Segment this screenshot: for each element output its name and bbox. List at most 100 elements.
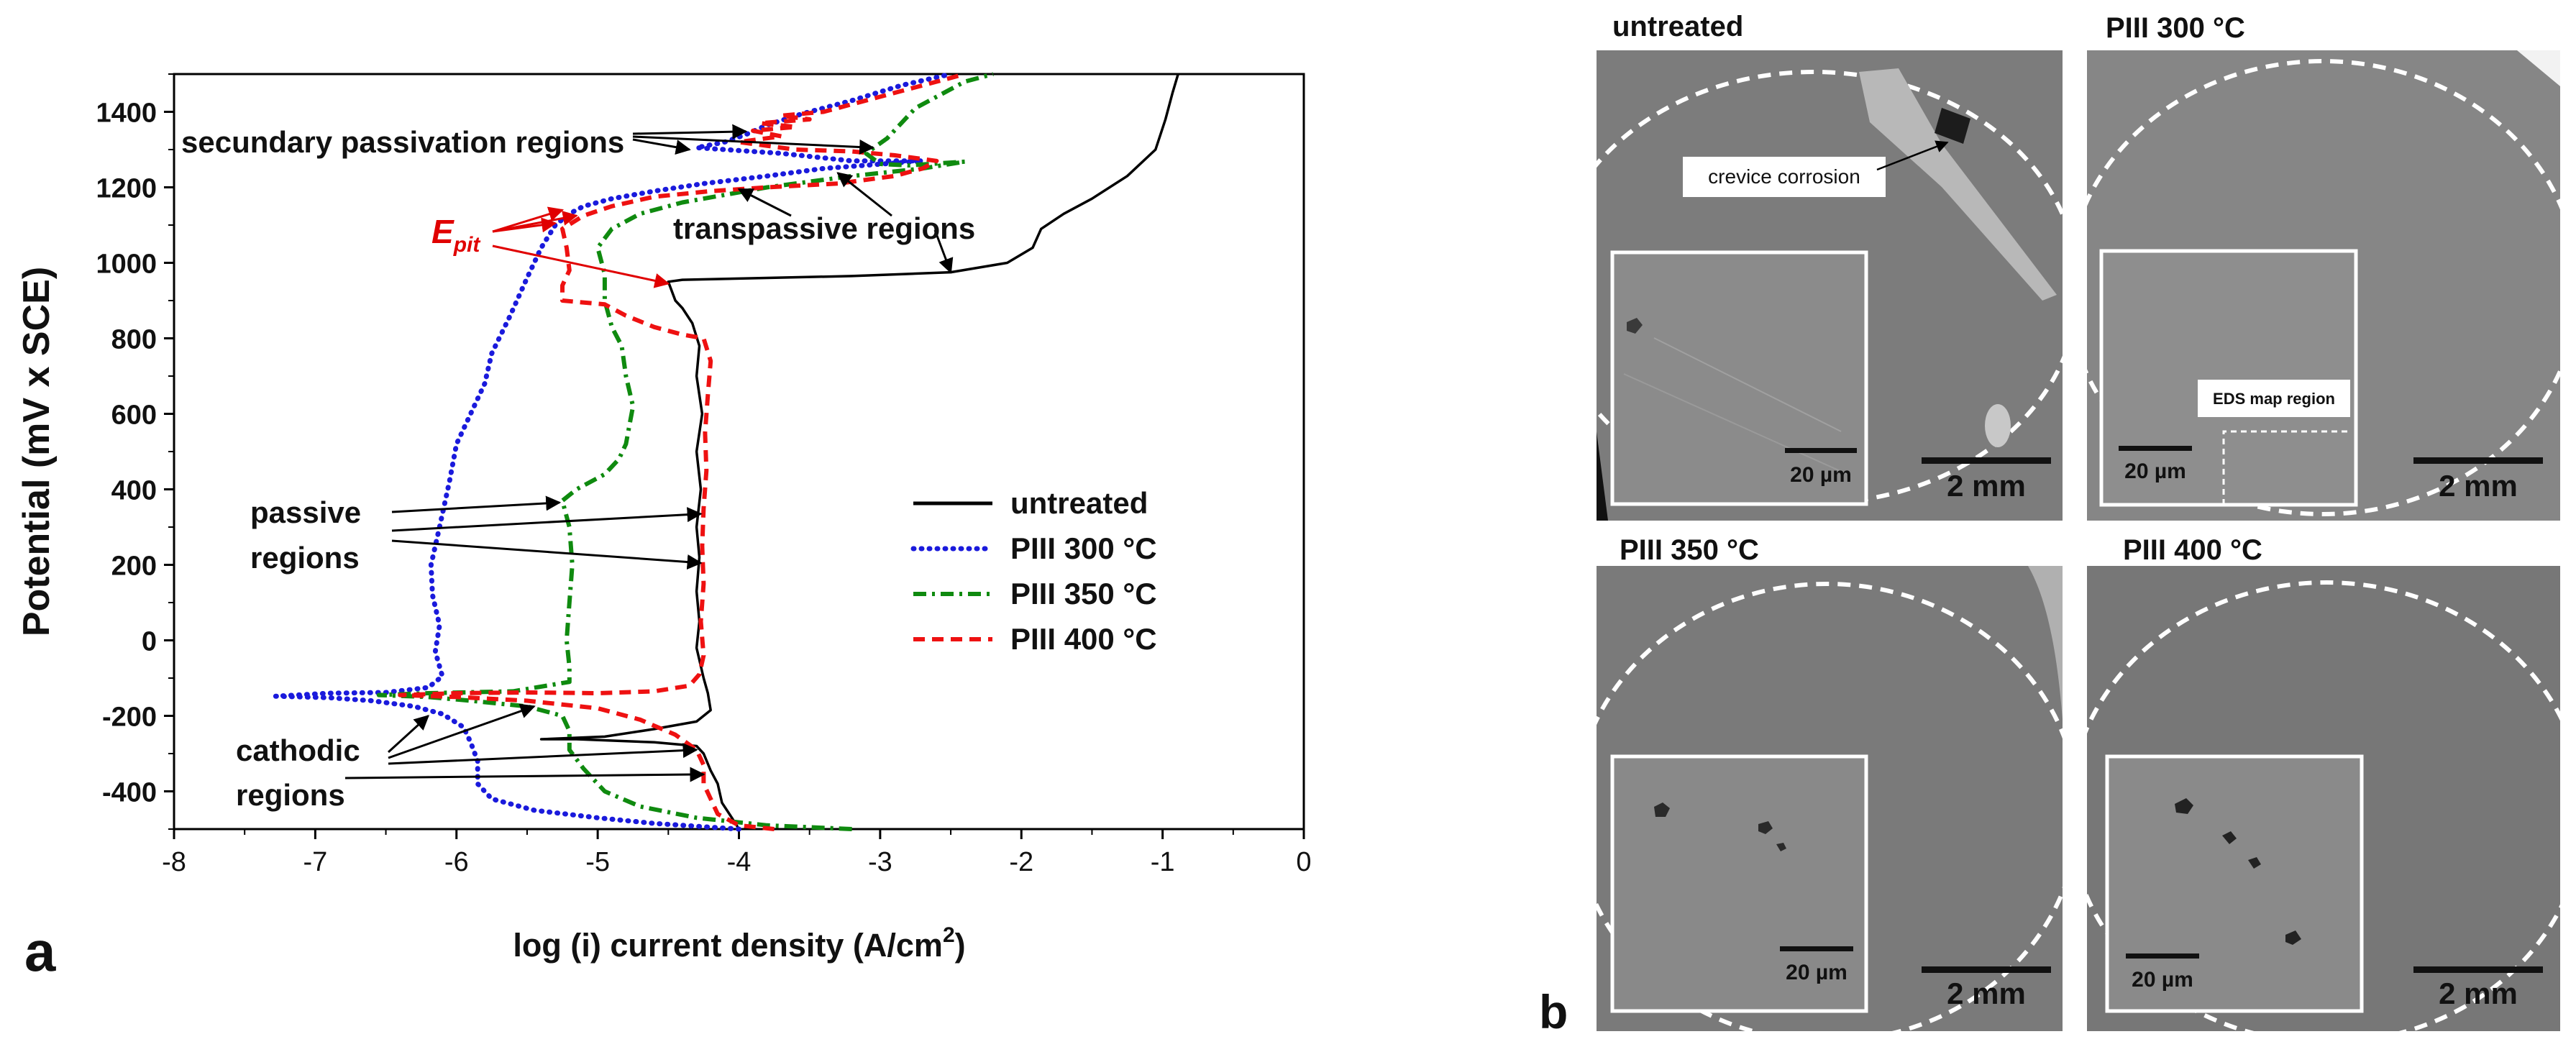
arrow-passive [391,495,562,513]
x-axis-ticks: -8 -7 -6 -5 -4 -3 -2 -1 0 [162,829,1312,877]
inset-scale-bar [1780,946,1853,951]
x-tick-label: -4 [727,847,752,877]
sample-boundary [2067,580,2576,1045]
sem-title-untreated: untreated [1612,11,1743,42]
scale-bar [1922,966,2051,973]
x-tick-label: 0 [1296,847,1311,877]
x-tick-label: -7 [303,847,327,877]
legend-label-untreated: untreated [1010,486,1148,520]
x-axis-label-main: log (i) current density (A/cm [513,927,943,964]
sem-panel: b untreated PIII 300 °C PIII 350 °C PIII… [1539,11,2576,1045]
arrow-epit [492,206,565,233]
surface-spot [1985,404,2011,447]
arrow-cathodic [344,767,705,782]
arrow-cathodic [387,715,430,754]
legend: untreated PIII 300 °C PIII 350 °C PIII 4… [910,486,1157,656]
crevice-dark-spot [1935,108,1970,144]
x-axis-label-sup: 2 [943,923,955,947]
inset-pit [2248,857,2261,869]
scale-bar [2413,457,2543,464]
x-tick-label: -2 [1009,847,1033,877]
inset-scale-bar [2119,446,2192,451]
panel-letter-b: b [1539,985,1568,1038]
inset-frame [2099,249,2358,507]
arrow-passive [391,539,703,570]
annotation-epit: Epit [431,213,481,257]
inset-pit [2175,798,2193,814]
sample-boundary [1573,582,2081,1043]
arrow-secondary [632,138,691,155]
scale-bar [1922,457,2051,464]
inset-scale-bar [2126,953,2199,959]
sample-boundary [2065,59,2576,516]
crevice-label-box [1683,157,1886,197]
y-tick-label: 1000 [96,250,157,280]
series-line-1 [273,71,954,832]
y-tick-label: 1200 [96,174,157,204]
series-line-0 [539,73,1179,830]
inset-scale-label: 20 µm [1790,463,1852,487]
x-tick-label: -8 [162,847,186,877]
sem-title-piii-350: PIII 350 °C [1620,534,1759,566]
inset-frame [2105,754,2364,1013]
x-tick-label: -3 [868,847,892,877]
inset-scale-label: 20 µm [2124,459,2186,483]
arrow-transpassive [737,188,792,217]
sem-image-untreated: crevice corrosion 20 µm 2 mm [1547,50,2081,521]
crevice-arrow [1876,140,1949,171]
inset-pit [1758,821,1773,834]
annotation-passive-2: regions [250,541,360,575]
rim-highlight [2028,566,2063,719]
legend-label-piii-350: PIII 350 °C [1010,577,1157,610]
inset-pit [2222,831,2237,844]
arrow-secondary [632,135,875,155]
sem-image-piii-300: EDS map region 20 µm 2 mm [2065,50,2576,521]
inset-scale-bar [1785,448,1857,453]
scale-label: 2 mm [2439,976,2518,1010]
annotation-passive-1: passive [250,495,361,529]
inset-scale-label: 20 µm [1786,961,1847,984]
y-tick-label: 200 [111,552,157,582]
annotation-transpassive: transpassive regions [673,211,975,245]
scale-label: 2 mm [1947,976,2026,1010]
x-tick-label: -1 [1151,847,1175,877]
scale-bar [2413,966,2543,973]
inset-frame [1610,754,1868,1013]
inset-pit [1776,843,1786,851]
y-tick-label: 600 [111,401,157,431]
scale-label: 2 mm [1947,469,2026,503]
annotation-arrows [344,124,954,782]
y-tick-label: -200 [102,703,157,733]
eds-region [2222,430,2350,505]
panel-letter-a: a [24,920,56,983]
x-tick-label: -5 [585,847,610,877]
y-axis-label: Potential (mV x SCE) [16,267,58,636]
annotation-epit-sub: pit [453,233,482,257]
annotation-cathodic-2: regions [236,778,345,812]
crevice-label: crevice corrosion [1708,165,1860,188]
annotation-cathodic-1: cathodic [236,733,360,767]
y-axis-ticks: -400 -200 0 200 400 600 800 1000 1200 1400 [96,73,174,830]
series-line-2 [376,72,994,831]
inset-particle [1627,318,1643,334]
inset-pit [2285,930,2301,945]
legend-label-piii-300: PIII 300 °C [1010,531,1157,565]
annotation-epit-e: E [431,213,455,250]
arrow-epit [492,244,670,288]
inset-frame [1610,250,1868,506]
y-tick-label: 800 [111,325,157,355]
arrow-passive [391,507,703,532]
legend-label-piii-400: PIII 400 °C [1010,622,1157,656]
crevice-feature [1859,68,2057,301]
sem-title-piii-400: PIII 400 °C [2123,534,2262,566]
polarization-chart: -8 -7 -6 -5 -4 -3 -2 -1 0 -400 -200 0 200 400 600 800 1… [16,71,1312,983]
series-layer [273,71,1179,832]
corner-highlight [2517,50,2560,86]
y-tick-label: 0 [142,627,157,657]
arrow-epit [492,217,557,233]
sample-shadow [1597,431,1608,521]
arrow-cathodic [388,703,536,759]
scale-label: 2 mm [2439,469,2518,503]
sem-image-piii-350: 20 µm 2 mm [1573,566,2081,1043]
